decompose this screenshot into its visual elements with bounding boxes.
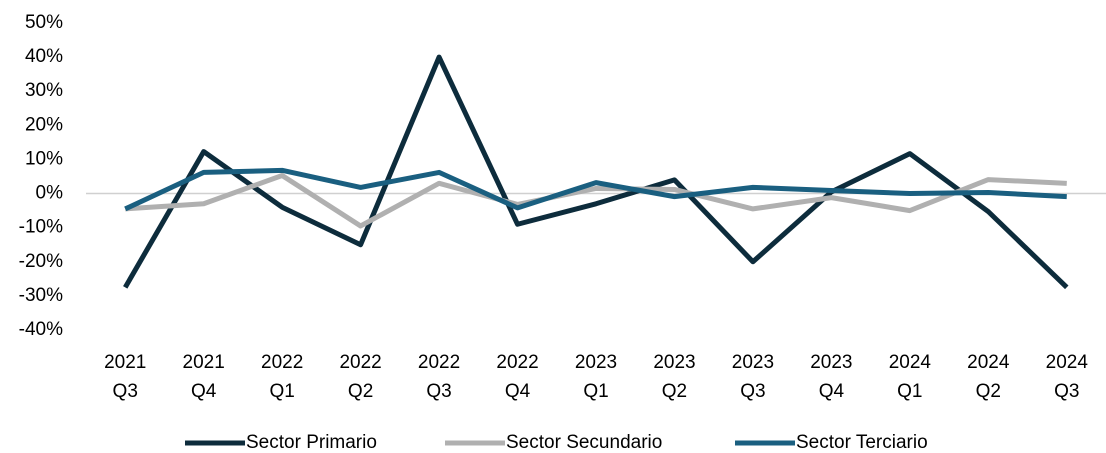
legend-label: Sector Primario xyxy=(246,432,377,453)
legend-label: Sector Secundario xyxy=(506,432,662,453)
y-tick-label: -20% xyxy=(19,251,63,272)
x-tick-label: 2022 Q3 xyxy=(418,352,460,402)
series-line xyxy=(125,172,1067,229)
x-tick-label: 2023 Q2 xyxy=(653,352,695,402)
y-tick-label: -30% xyxy=(19,285,63,306)
y-tick-label: 30% xyxy=(25,80,63,101)
y-tick-label: 10% xyxy=(25,148,63,169)
y-tick-label: 40% xyxy=(25,46,63,67)
x-tick-label: 2021 Q4 xyxy=(183,352,225,402)
x-tick-label: 2022 Q2 xyxy=(339,352,381,402)
x-tick-label: 2023 Q1 xyxy=(575,352,617,402)
series-line xyxy=(124,167,1067,212)
y-tick-label: 50% xyxy=(25,12,63,33)
x-tick-label: 2024 Q1 xyxy=(889,352,932,402)
series-line xyxy=(123,54,1069,290)
x-tick-label: 2023 Q3 xyxy=(732,352,774,402)
y-tick-label: -40% xyxy=(19,319,63,340)
x-tick-label: 2022 Q1 xyxy=(261,352,303,402)
x-tick-label: 2022 Q4 xyxy=(496,352,538,402)
x-tick-label: 2024 Q3 xyxy=(1046,352,1089,402)
y-tick-label: 0% xyxy=(36,183,64,204)
legend-label: Sector Terciario xyxy=(796,432,928,453)
x-tick-label: 2023 Q4 xyxy=(810,352,852,402)
y-tick-label: 20% xyxy=(25,114,63,135)
x-tick-label: 2024 Q2 xyxy=(967,352,1010,402)
y-tick-label: -10% xyxy=(19,217,63,238)
x-tick-label: 2021 Q3 xyxy=(104,352,146,402)
